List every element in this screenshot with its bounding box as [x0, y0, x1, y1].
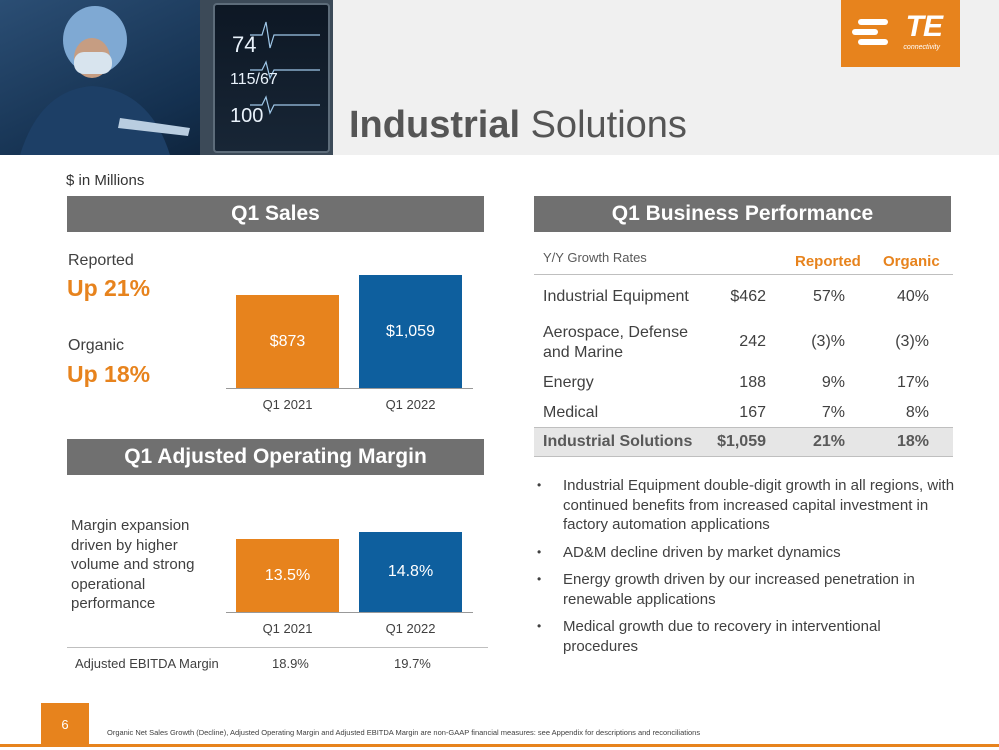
table-row: Energy 188 9% 17% — [534, 374, 953, 398]
organic-label: Organic — [68, 337, 125, 354]
ebitda-2021: 18.9% — [272, 656, 309, 671]
bar-data-label: $1,059 — [386, 322, 435, 340]
col-label-reported: Reported — [795, 253, 861, 270]
chart-baseline — [226, 612, 473, 613]
segment-organic: 40% — [896, 288, 929, 305]
performance-header: Q1 Business Performance — [534, 196, 951, 232]
table-row: Industrial Equipment $462 57% 40% — [534, 288, 953, 312]
organic-value: Up 18% — [67, 361, 151, 387]
table-total-row: Industrial Solutions $1,059 21% 18% — [534, 427, 953, 457]
bar-q1-2022: 14.8% — [359, 532, 462, 612]
segment-sales: $462 — [730, 288, 766, 305]
bar-q1-2022: $1,059 — [359, 275, 462, 388]
segment-name: Aerospace, Defense and Marine — [543, 324, 688, 361]
bar-q1-2021: 13.5% — [236, 539, 339, 612]
reported-label: Reported — [68, 252, 134, 269]
bar-data-label: $873 — [269, 332, 306, 350]
monitor-readout-1: 74 — [232, 32, 256, 57]
page-title-regular: Solutions — [520, 104, 687, 146]
te-logo: TE connectivity — [841, 0, 960, 67]
x-tick-label: Q1 2021 — [262, 397, 313, 412]
ebitda-row: Adjusted EBITDA Margin 18.9% 19.7% — [67, 647, 488, 677]
segment-sales: 188 — [739, 374, 766, 391]
bar-q1-2021: $873 — [236, 295, 339, 388]
table-row: Aerospace, Defense and Marine 242 (3)% (… — [534, 323, 953, 363]
ebitda-label: Adjusted EBITDA Margin — [75, 656, 219, 671]
bullet-icon: • — [537, 619, 542, 633]
monitor-readout-2: 115/67 — [230, 71, 278, 88]
bar-data-label: 14.8% — [387, 563, 434, 580]
commentary-list: • Industrial Equipment double-digit growt… — [537, 476, 957, 664]
list-item: • AD&M decline driven by market dynamics — [537, 543, 957, 563]
segment-reported: 7% — [821, 404, 845, 421]
logo-subtext: connectivity — [903, 44, 940, 51]
bullet-icon: • — [537, 572, 542, 586]
x-tick-label: Q1 2022 — [385, 397, 436, 412]
segment-reported: 57% — [812, 288, 845, 305]
bullet-icon: • — [537, 544, 542, 559]
chart-baseline — [226, 388, 473, 389]
segment-name: Medical — [543, 404, 599, 421]
col-label-growth: Y/Y Growth Rates — [543, 250, 647, 265]
q1-sales-header: Q1 Sales — [67, 196, 484, 232]
logo-mark-icon — [852, 19, 888, 45]
bullet-text: Energy growth driven by our increased pe… — [563, 571, 915, 608]
segment-sales: 167 — [739, 404, 766, 421]
total-segment: Industrial Solutions — [543, 433, 693, 450]
segment-organic: (3)% — [895, 333, 929, 350]
total-organic: 18% — [896, 433, 929, 450]
segment-organic: 8% — [905, 404, 929, 421]
x-tick-label: Q1 2021 — [262, 621, 313, 636]
monitor-readout-3: 100 — [230, 105, 263, 127]
ebitda-2022: 19.7% — [394, 656, 431, 671]
segment-name: Energy — [543, 374, 594, 391]
segment-name: Industrial Equipment — [543, 288, 689, 305]
segment-reported: 9% — [821, 374, 845, 391]
table-row: Medical 167 7% 8% — [534, 404, 953, 428]
total-reported: 21% — [812, 433, 845, 450]
col-label-organic: Organic — [883, 253, 940, 270]
logo-text: TE — [905, 10, 943, 43]
list-item: • Industrial Equipment double-digit growt… — [537, 476, 957, 535]
hero-photo: 74 115/67 100 — [0, 0, 333, 155]
bullet-icon: • — [537, 478, 542, 492]
footer-rule — [0, 744, 999, 747]
bar-data-label: 13.5% — [264, 566, 311, 584]
margin-header: Q1 Adjusted Operating Margin — [67, 439, 484, 475]
page-number: 6 — [41, 703, 89, 746]
x-tick-label: Q1 2022 — [385, 621, 436, 636]
list-item: • Energy growth driven by our increased p… — [537, 570, 957, 609]
bullet-text: AD&M decline driven by market dynamics — [563, 543, 841, 561]
performance-table-header: Y/Y Growth Rates Reported Organic — [534, 246, 953, 275]
footnote: Organic Net Sales Growth (Decline), Adju… — [107, 728, 701, 737]
page-title-bold: Industrial — [349, 104, 521, 146]
segment-organic: 17% — [896, 374, 929, 391]
total-sales: $1,059 — [717, 433, 766, 450]
segment-reported: (3)% — [811, 333, 845, 350]
bullet-text: Medical growth due to recovery in interv… — [563, 618, 881, 655]
list-item: • Medical growth due to recovery in inter… — [537, 617, 957, 656]
bullet-text: Industrial Equipment double-digit growth… — [563, 477, 955, 533]
reported-value: Up 21% — [67, 275, 151, 301]
segment-sales: 242 — [739, 333, 766, 350]
page-title: Industrial Solutions — [349, 104, 687, 147]
units-label: $ in Millions — [66, 172, 145, 189]
margin-note: Margin expansion driven by higher volume… — [71, 517, 195, 612]
